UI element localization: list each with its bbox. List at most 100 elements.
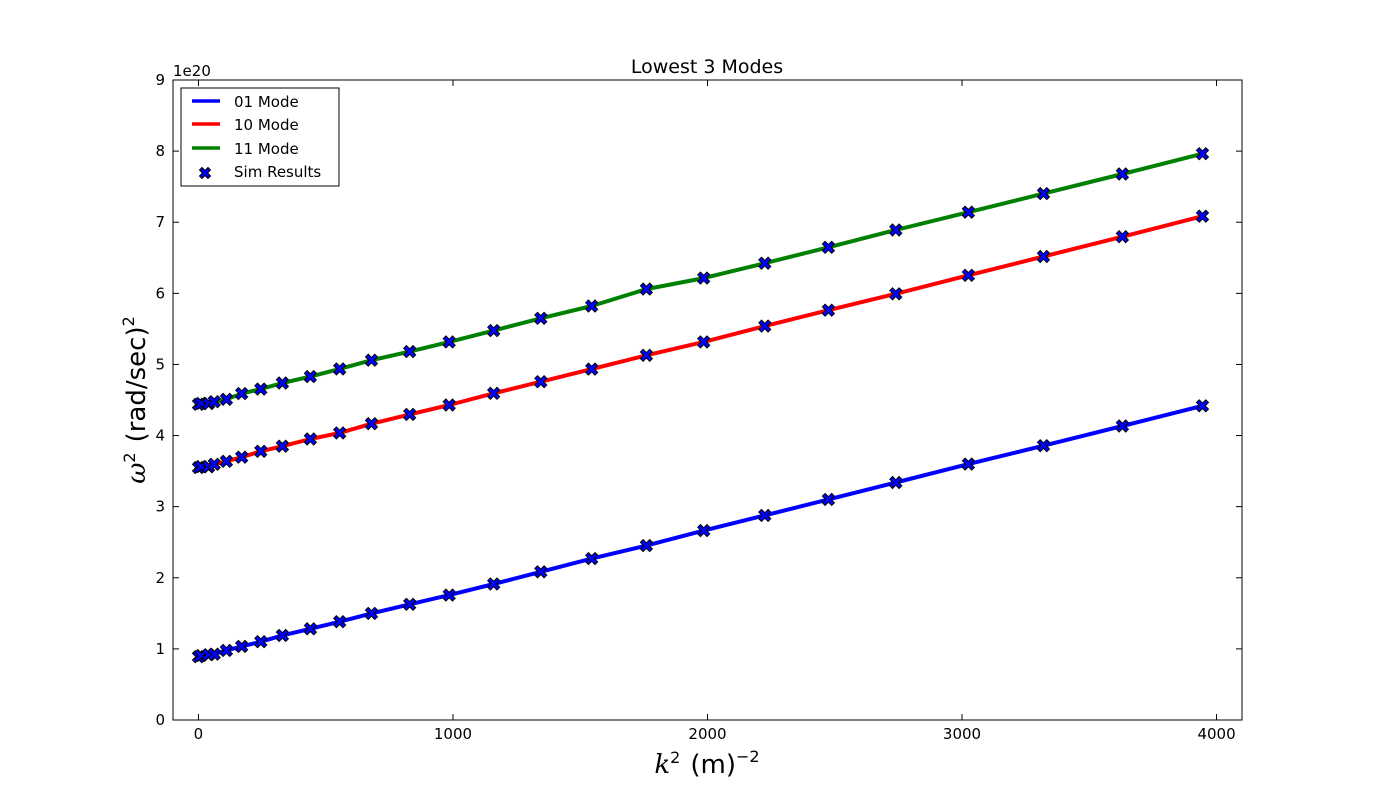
sim-result-point bbox=[332, 362, 347, 376]
sim-result-point bbox=[961, 268, 976, 283]
y-axis-ticks: 0 1 2 3 4 5 6 7 8 9 bbox=[155, 71, 1242, 729]
sim-result-point bbox=[584, 362, 599, 376]
sim-result-point bbox=[303, 432, 318, 446]
x-tick-label: 1000 bbox=[434, 725, 472, 743]
sim-result-point bbox=[254, 634, 268, 649]
x-tick-label: 0 bbox=[194, 725, 204, 743]
sim-result-point bbox=[254, 444, 268, 459]
sim-result-point bbox=[442, 335, 456, 349]
sim-result-point bbox=[275, 376, 290, 390]
sim-result-point bbox=[889, 287, 903, 301]
sim-result-point bbox=[275, 439, 290, 453]
x-tick-label: 2000 bbox=[688, 725, 726, 743]
sim-result-point bbox=[821, 492, 836, 507]
y-offset-text: 1e20 bbox=[173, 62, 211, 80]
y-tick-label: 7 bbox=[155, 213, 165, 231]
y-axis-label: ω2(rad/sec)2 bbox=[119, 316, 152, 484]
x-axis-label: k2 (m)−2 bbox=[654, 747, 759, 780]
sim-result-point bbox=[1115, 229, 1130, 244]
sim-result-point bbox=[696, 335, 711, 349]
sim-result-point bbox=[254, 382, 268, 396]
sim-result-point bbox=[639, 348, 654, 363]
y-axis-unit: (rad/sec) bbox=[122, 326, 152, 442]
x-axis-symbol: k bbox=[654, 750, 670, 780]
sim-result-point bbox=[758, 256, 772, 270]
sim-result-point bbox=[486, 323, 501, 338]
sim-result-point bbox=[486, 577, 501, 591]
y-tick-label: 0 bbox=[155, 711, 165, 729]
sim-result-point bbox=[961, 205, 976, 219]
y-tick-label: 2 bbox=[155, 569, 165, 587]
sim-result-point bbox=[332, 426, 347, 440]
sim-result-point bbox=[402, 407, 417, 422]
x-tick-label: 4000 bbox=[1197, 725, 1235, 743]
y-tick-label: 5 bbox=[155, 355, 165, 373]
y-tick-label: 9 bbox=[155, 71, 165, 89]
legend-label-10-mode: 10 Mode bbox=[234, 116, 299, 134]
sim-result-point bbox=[1115, 419, 1130, 433]
sim-result-point bbox=[821, 303, 836, 317]
sim-result-point bbox=[442, 398, 456, 412]
sim-result-point bbox=[1195, 209, 1210, 223]
sim-result-point bbox=[584, 551, 599, 566]
sim-result-point bbox=[1115, 167, 1130, 181]
sim-result-point bbox=[207, 647, 221, 661]
sim-result-point bbox=[696, 523, 711, 538]
y-tick-label: 3 bbox=[155, 498, 165, 516]
legend-label-01-mode: 01 Mode bbox=[234, 93, 299, 111]
sim-result-point bbox=[584, 299, 599, 313]
sim-result-point bbox=[889, 223, 903, 237]
sim-result-point bbox=[219, 643, 234, 658]
x-axis-symbol-sup: 2 bbox=[670, 748, 680, 767]
y-axis-symbol-sup: 2 bbox=[120, 452, 139, 462]
sim-result-point bbox=[234, 386, 249, 401]
sim-result-point bbox=[534, 311, 548, 326]
sim-result-point bbox=[639, 538, 654, 553]
y-axis-symbol: ω bbox=[122, 463, 152, 484]
sim-result-point bbox=[1036, 249, 1051, 264]
x-axis-unit-sup: −2 bbox=[736, 747, 760, 766]
y-tick-label: 4 bbox=[155, 427, 165, 445]
sim-result-point bbox=[303, 369, 318, 384]
sim-result-point bbox=[821, 240, 836, 255]
sim-result-point bbox=[534, 374, 548, 389]
sim-result-point bbox=[1036, 438, 1051, 453]
sim-result-point bbox=[364, 606, 379, 621]
y-tick-label: 6 bbox=[155, 284, 165, 302]
sim-result-point bbox=[696, 271, 711, 285]
sim-result-point bbox=[275, 628, 290, 643]
sim-result-point bbox=[961, 457, 976, 471]
sim-result-point bbox=[332, 614, 347, 629]
sim-result-point bbox=[639, 282, 654, 296]
y-tick-label: 8 bbox=[155, 142, 165, 160]
x-axis-ticks: 0 1000 2000 3000 4000 bbox=[194, 80, 1236, 743]
sim-result-point bbox=[486, 386, 501, 401]
sim-result-point bbox=[402, 597, 417, 612]
legend: 01 Mode 10 Mode 11 Mode Sim Results bbox=[180, 87, 340, 187]
sim-result-point bbox=[758, 508, 772, 523]
chart-title: Lowest 3 Modes bbox=[631, 56, 783, 78]
sim-result-point bbox=[1036, 186, 1051, 201]
sim-result-point bbox=[219, 392, 234, 407]
legend-marker-sim-results bbox=[198, 166, 212, 180]
legend-label-sim-results: Sim Results bbox=[234, 163, 321, 181]
sim-result-point bbox=[364, 353, 379, 367]
sim-result-point bbox=[234, 639, 249, 654]
x-axis-unit: (m) bbox=[690, 750, 736, 780]
sim-result-point bbox=[889, 475, 903, 490]
sim-result-point bbox=[1195, 146, 1210, 161]
sim-result-point bbox=[1195, 399, 1210, 413]
sim-result-point bbox=[234, 450, 249, 464]
sim-result-point bbox=[364, 416, 379, 431]
sim-result-point bbox=[207, 394, 221, 409]
y-tick-label: 1 bbox=[155, 640, 165, 658]
sim-result-point bbox=[758, 319, 772, 333]
sim-result-point bbox=[219, 454, 234, 469]
sim-result-point bbox=[303, 622, 318, 636]
x-tick-label: 3000 bbox=[943, 725, 981, 743]
legend-label-11-mode: 11 Mode bbox=[234, 140, 299, 158]
y-axis-unit-sup: 2 bbox=[119, 316, 138, 326]
sim-result-point bbox=[207, 457, 221, 472]
sim-result-point bbox=[534, 565, 548, 579]
